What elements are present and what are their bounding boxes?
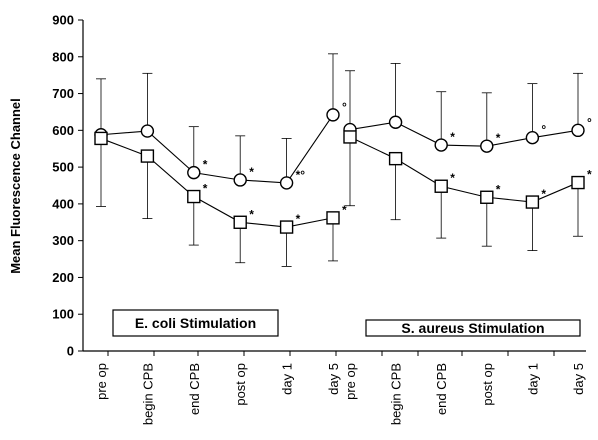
data-point bbox=[571, 123, 585, 138]
data-point bbox=[343, 130, 357, 144]
data-point bbox=[279, 176, 294, 190]
significance-marker: * bbox=[450, 171, 455, 185]
data-point bbox=[233, 173, 247, 187]
significance-marker: * bbox=[496, 131, 501, 145]
significance-marker: * bbox=[496, 182, 501, 196]
panel-label-box bbox=[112, 309, 279, 337]
significance-marker: * bbox=[296, 212, 301, 226]
data-point bbox=[571, 175, 585, 190]
data-point bbox=[326, 108, 340, 122]
data-point bbox=[525, 130, 540, 145]
data-point bbox=[525, 195, 540, 209]
significance-marker: * bbox=[203, 182, 208, 196]
y-tick-label: 100 bbox=[52, 307, 74, 322]
data-point bbox=[187, 189, 201, 204]
x-tick-label: day 1 bbox=[525, 363, 540, 395]
panel-label: E. coli Stimulation bbox=[135, 315, 256, 331]
y-tick-label: 800 bbox=[52, 49, 74, 64]
y-tick-label: 300 bbox=[52, 233, 74, 248]
data-point bbox=[434, 179, 448, 193]
data-point bbox=[140, 124, 155, 138]
data-point bbox=[187, 165, 201, 180]
panel-label-box bbox=[365, 319, 581, 337]
x-tick-label: pre op bbox=[343, 363, 358, 400]
data-point bbox=[279, 220, 294, 234]
y-tick-label: 500 bbox=[52, 160, 74, 175]
data-point bbox=[434, 138, 448, 152]
x-tick-label: begin CPB bbox=[389, 363, 404, 425]
significance-marker: * bbox=[541, 187, 546, 201]
x-tick-label: end CPB bbox=[434, 363, 449, 415]
series-line bbox=[349, 136, 579, 203]
x-tick-label: day 5 bbox=[571, 363, 586, 395]
data-point bbox=[94, 131, 108, 146]
data-point bbox=[233, 215, 247, 229]
x-tick-label: day 5 bbox=[326, 363, 341, 395]
data-point bbox=[326, 211, 340, 225]
x-tick-label: day 1 bbox=[280, 363, 295, 395]
y-tick-label: 900 bbox=[52, 13, 74, 28]
data-point bbox=[480, 190, 494, 204]
significance-marker: * bbox=[342, 203, 347, 217]
significance-marker: *° bbox=[296, 168, 306, 182]
significance-marker: * bbox=[587, 168, 592, 182]
x-tick-label: pre op bbox=[94, 363, 109, 400]
series-line bbox=[100, 114, 334, 184]
y-tick-label: 600 bbox=[52, 123, 74, 138]
data-point bbox=[140, 149, 155, 163]
significance-marker: ° bbox=[541, 123, 546, 137]
series-line bbox=[349, 121, 579, 147]
x-tick-label: post op bbox=[480, 363, 495, 406]
significance-marker: ° bbox=[342, 100, 347, 114]
x-tick-label: end CPB bbox=[187, 363, 202, 415]
y-tick-label: 200 bbox=[52, 270, 74, 285]
y-axis-label: Mean Fluorescence Channel bbox=[8, 98, 23, 274]
series-line bbox=[100, 137, 334, 228]
significance-marker: * bbox=[203, 158, 208, 172]
data-point bbox=[480, 139, 494, 153]
significance-marker: ° bbox=[587, 115, 592, 129]
x-tick-label: post op bbox=[233, 363, 248, 406]
data-point bbox=[388, 151, 403, 166]
y-tick-label: 400 bbox=[52, 196, 74, 211]
y-tick-label: 0 bbox=[67, 344, 74, 359]
panel-label: S. aureus Stimulation bbox=[401, 320, 544, 336]
significance-marker: * bbox=[450, 130, 455, 144]
data-point bbox=[388, 115, 403, 129]
y-tick-label: 700 bbox=[52, 86, 74, 101]
significance-marker: * bbox=[249, 207, 254, 221]
significance-marker: * bbox=[249, 165, 254, 179]
x-tick-label: begin CPB bbox=[140, 363, 155, 425]
